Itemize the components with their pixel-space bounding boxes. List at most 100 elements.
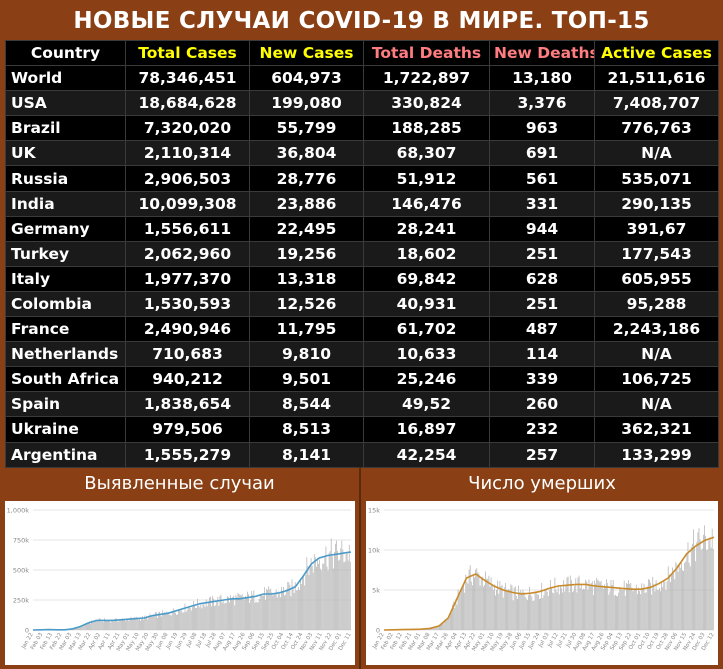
daily-bar	[678, 563, 680, 630]
daily-bar	[288, 582, 290, 630]
daily-bar	[216, 602, 218, 630]
daily-bar	[152, 614, 154, 630]
daily-bar	[523, 592, 525, 630]
daily-bar	[683, 570, 684, 630]
daily-bar	[80, 625, 82, 630]
daily-bar	[605, 586, 606, 630]
daily-bar	[542, 598, 544, 630]
daily-bar	[169, 614, 171, 630]
daily-bar	[221, 602, 223, 630]
cell-total-cases: 940,212	[125, 366, 250, 393]
daily-bar	[228, 597, 229, 630]
daily-bar	[111, 619, 113, 630]
daily-bar	[77, 627, 79, 630]
daily-bar	[105, 620, 106, 630]
cell-country: Netherlands	[5, 341, 126, 368]
daily-bar	[490, 577, 492, 630]
daily-bar	[518, 585, 519, 630]
daily-bar	[660, 591, 661, 630]
daily-bar	[224, 602, 226, 630]
daily-bar	[100, 621, 102, 630]
daily-bar	[553, 593, 555, 630]
daily-bar	[600, 580, 602, 630]
daily-bar	[320, 568, 322, 630]
daily-bar	[74, 628, 76, 630]
daily-bar	[524, 596, 526, 630]
cell-total-deaths: 18,602	[363, 240, 490, 267]
daily-bar	[194, 605, 195, 630]
daily-bar	[78, 627, 80, 630]
daily-bar	[672, 567, 673, 630]
cell-new-deaths: 3,376	[489, 90, 595, 117]
daily-bar	[684, 562, 686, 630]
daily-bar	[313, 554, 315, 630]
cell-total-cases: 18,684,628	[125, 90, 250, 117]
daily-bar	[319, 559, 320, 630]
header-country: Country	[5, 39, 126, 67]
daily-bar	[457, 589, 459, 630]
cell-active-cases: N/A	[594, 341, 719, 368]
daily-bar	[147, 619, 149, 630]
daily-bar	[131, 618, 133, 630]
daily-bar	[699, 539, 701, 630]
daily-bar	[154, 612, 156, 630]
daily-bar	[567, 576, 569, 630]
header-new-cases: New Cases	[249, 39, 364, 67]
cell-country: Brazil	[5, 115, 126, 142]
daily-bar	[157, 617, 158, 630]
daily-bar	[654, 591, 656, 630]
daily-bar	[237, 592, 239, 630]
daily-bar	[235, 594, 237, 630]
daily-bar	[243, 599, 245, 630]
daily-bar	[561, 588, 562, 630]
cell-total-cases: 1,977,370	[125, 265, 250, 292]
daily-bar	[307, 566, 309, 630]
daily-bar	[248, 594, 249, 630]
daily-bar	[446, 619, 448, 630]
daily-bar	[76, 627, 78, 630]
daily-bar	[308, 575, 310, 630]
daily-bar	[304, 585, 306, 630]
daily-bar	[253, 590, 255, 630]
daily-bar	[690, 546, 692, 630]
daily-bar	[597, 579, 599, 630]
daily-bar	[277, 591, 279, 630]
daily-bar	[167, 612, 169, 630]
daily-bar	[204, 607, 206, 630]
daily-bar	[215, 605, 217, 630]
daily-bar	[109, 620, 111, 630]
daily-bar	[538, 594, 539, 630]
daily-bar	[480, 578, 482, 630]
daily-bar	[144, 615, 146, 630]
daily-bar	[217, 596, 219, 630]
daily-bar	[233, 595, 235, 630]
daily-bar	[301, 584, 302, 630]
daily-bar	[593, 595, 594, 630]
daily-bar	[556, 592, 558, 630]
cell-new-cases: 55,799	[249, 115, 364, 142]
daily-bar	[330, 538, 332, 630]
daily-bar	[176, 614, 177, 630]
cell-new-deaths: 114	[489, 341, 595, 368]
daily-bar	[289, 584, 291, 630]
daily-bar	[322, 563, 324, 630]
cell-new-cases: 9,810	[249, 341, 364, 368]
daily-bar	[474, 577, 475, 630]
daily-bar	[348, 544, 350, 630]
daily-bar	[679, 567, 681, 630]
daily-bar	[692, 543, 693, 630]
cell-new-cases: 8,513	[249, 416, 364, 443]
daily-bar	[622, 590, 624, 630]
daily-bar	[250, 600, 252, 630]
daily-bar	[613, 595, 615, 630]
daily-bar	[258, 598, 260, 630]
cell-total-deaths: 28,241	[363, 215, 490, 242]
table-row: Spain 1,838,654 8,544 49,52 260 N/A	[5, 391, 719, 418]
table-row: Germany 1,556,611 22,495 28,241 944 391,67	[5, 215, 719, 242]
daily-bar	[298, 587, 299, 630]
daily-bar	[508, 589, 510, 630]
daily-bar	[328, 553, 330, 630]
daily-bar	[159, 611, 160, 630]
daily-bar	[604, 584, 605, 630]
